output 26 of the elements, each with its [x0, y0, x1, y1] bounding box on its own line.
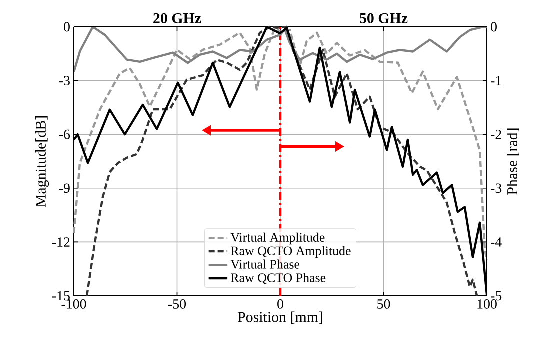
y-tick-label: -15: [52, 291, 70, 301]
legend-label: Virtual Phase: [230, 260, 300, 269]
y2-tick-label: -5: [491, 291, 502, 301]
legend-label: Raw QCTO Phase: [231, 273, 326, 284]
y2-tick-label: -1: [491, 76, 502, 86]
x-tick-label: 100: [478, 300, 497, 309]
text: 20 GHz: [154, 13, 202, 24]
y-axis-title: Magnitude[dB]: [35, 116, 50, 208]
legend-label: Raw QCTO Amplitude: [231, 246, 351, 258]
x-tick-label: -100: [62, 300, 86, 309]
y2-tick-label: -4: [491, 238, 502, 247]
y-tick-label: -3: [59, 76, 70, 86]
x-tick-label: -50: [168, 300, 186, 309]
text: 50 GHz: [360, 13, 408, 24]
y-tick-label: -6: [59, 130, 70, 140]
y2-tick-label: -2: [491, 130, 502, 140]
x-tick-label: 50: [378, 300, 390, 309]
y-tick-label: -12: [52, 238, 70, 247]
x-axis-title: Position [mm]: [238, 312, 322, 324]
y-tick-label: 0: [64, 22, 70, 32]
y-tick-label: -9: [59, 184, 70, 194]
y2-tick-label: -3: [491, 184, 502, 194]
x-tick-label: 0: [278, 300, 284, 309]
y2-axis-title: Phase [rad]: [506, 128, 520, 195]
y2-tick-label: 0: [491, 22, 497, 32]
legend-label: Virtual Amplitude: [230, 232, 325, 245]
